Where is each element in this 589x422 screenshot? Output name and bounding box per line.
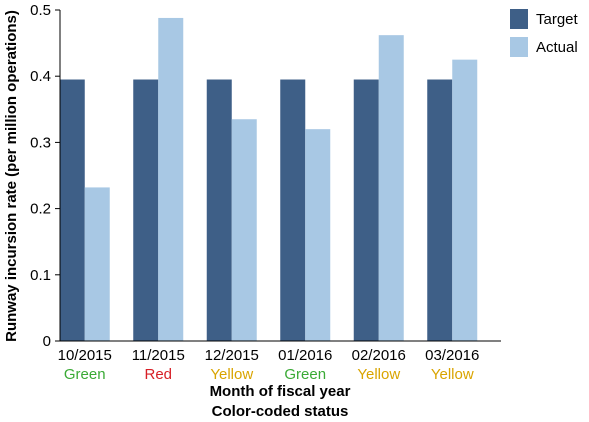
legend-label-target: Target [536, 11, 579, 28]
bar-actual-3 [305, 129, 331, 341]
status-labels-group: Green Red Yellow Green Yellow Yellow [64, 366, 474, 383]
x-tick-label: 02/2016 [352, 347, 406, 364]
bar-actual-4 [378, 35, 404, 341]
legend-label-actual: Actual [536, 39, 578, 56]
bar-target-3 [280, 79, 306, 341]
status-label-green: Green [284, 366, 326, 383]
y-tick-label: 0.5 [30, 2, 51, 19]
x-axis-title: Month of fiscal year [210, 383, 351, 400]
bar-actual-2 [231, 119, 257, 341]
bar-target-1 [133, 79, 159, 341]
x-tick-label: 11/2015 [132, 347, 185, 364]
y-ticks-group: 0 0.1 0.2 0.3 0.4 0.5 [30, 2, 60, 350]
y-tick-label: 0.4 [30, 68, 51, 85]
x-tick-label: 01/2016 [278, 347, 332, 364]
status-label-yellow: Yellow [431, 366, 474, 383]
y-axis-title: Runway incursion rate (per million opera… [3, 10, 20, 342]
bar-actual-5 [452, 59, 478, 342]
status-label-green: Green [64, 366, 106, 383]
x-tick-label: 03/2016 [425, 347, 479, 364]
bars-group [59, 17, 478, 342]
x-ticks-group: 10/2015 11/2015 12/2015 01/2016 02/2016 03/20… [58, 347, 480, 364]
bar-actual-0 [84, 187, 110, 341]
y-tick-label: 0.2 [30, 201, 51, 218]
x-axis-subtitle: Color-coded status [212, 403, 349, 420]
legend-swatch-target [510, 9, 528, 29]
status-label-yellow: Yellow [210, 366, 253, 383]
legend: Target Actual [510, 9, 579, 57]
axes-group [59, 10, 501, 342]
legend-swatch-actual [510, 37, 528, 57]
bar-target-2 [206, 79, 232, 341]
y-tick-label: 0.1 [30, 267, 51, 284]
y-tick-label: 0 [43, 333, 51, 350]
bar-actual-1 [158, 17, 184, 341]
status-label-red: Red [144, 366, 172, 383]
status-label-yellow: Yellow [357, 366, 400, 383]
bar-target-5 [427, 79, 453, 341]
x-tick-label: 10/2015 [58, 347, 112, 364]
bar-target-4 [353, 79, 379, 341]
bar-target-0 [59, 79, 85, 341]
x-tick-label: 12/2015 [205, 347, 259, 364]
y-tick-label: 0.3 [30, 134, 51, 151]
